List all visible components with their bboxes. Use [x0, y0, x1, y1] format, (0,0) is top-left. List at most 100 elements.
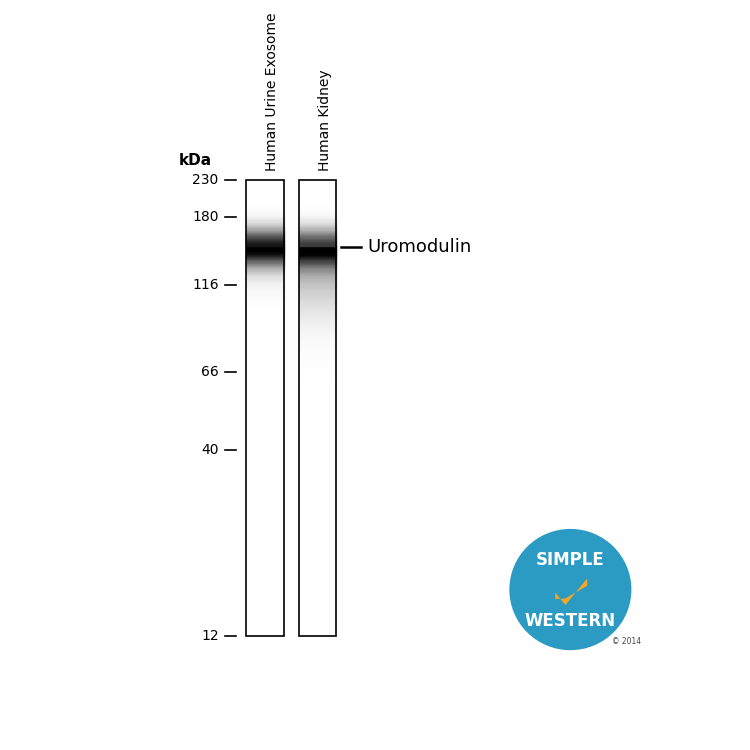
Bar — [298, 302, 337, 303]
Bar — [298, 387, 337, 388]
Bar — [298, 614, 337, 615]
Bar — [246, 386, 284, 387]
Bar — [298, 582, 337, 584]
Bar — [298, 378, 337, 379]
Bar — [298, 523, 337, 524]
Bar — [298, 577, 337, 578]
Bar — [246, 312, 284, 313]
Bar — [298, 284, 337, 286]
Bar — [246, 286, 284, 288]
Bar — [246, 579, 284, 580]
Bar — [298, 347, 337, 348]
Bar — [298, 482, 337, 483]
Bar — [246, 634, 284, 636]
Bar — [246, 577, 284, 578]
Bar — [246, 302, 284, 303]
Bar — [246, 510, 284, 512]
Bar — [246, 290, 284, 291]
Bar — [246, 403, 284, 404]
Bar — [246, 396, 284, 398]
Bar — [298, 222, 337, 223]
Bar — [246, 190, 284, 191]
Bar — [246, 416, 284, 417]
Bar — [298, 324, 337, 326]
Bar — [246, 206, 284, 207]
Bar — [246, 485, 284, 486]
Bar — [246, 214, 284, 216]
Bar — [298, 483, 337, 484]
Bar — [298, 555, 337, 556]
Bar — [298, 524, 337, 525]
Bar — [246, 522, 284, 523]
Bar — [298, 205, 337, 206]
Bar — [246, 599, 284, 601]
Bar — [246, 571, 284, 572]
Bar — [298, 500, 337, 501]
Bar — [298, 543, 337, 544]
Bar — [246, 458, 284, 459]
Bar — [298, 578, 337, 579]
Bar — [298, 223, 337, 224]
Bar — [246, 264, 284, 265]
Bar — [298, 400, 337, 402]
PathPatch shape — [555, 578, 587, 605]
Bar — [246, 446, 284, 448]
Bar — [246, 624, 284, 626]
Bar — [246, 186, 284, 188]
Bar — [298, 192, 337, 194]
Bar — [298, 499, 337, 500]
Bar — [298, 304, 337, 305]
Bar — [298, 630, 337, 632]
Bar — [298, 392, 337, 393]
Bar — [246, 210, 284, 212]
Bar — [246, 289, 284, 290]
Bar — [246, 192, 284, 194]
Bar — [298, 566, 337, 567]
Bar — [298, 453, 337, 454]
Bar — [246, 436, 284, 437]
Bar — [298, 629, 337, 630]
Bar — [298, 503, 337, 505]
Bar — [246, 196, 284, 198]
Bar — [298, 338, 337, 339]
Bar — [298, 198, 337, 199]
Bar — [246, 222, 284, 223]
Bar — [298, 179, 337, 181]
Bar — [246, 315, 284, 316]
Bar — [298, 542, 337, 543]
Bar — [246, 255, 284, 256]
Bar — [298, 191, 337, 192]
Bar — [246, 275, 284, 277]
Bar — [298, 420, 337, 422]
Bar — [246, 306, 284, 308]
Bar — [246, 317, 284, 319]
Bar — [246, 262, 284, 264]
Bar — [298, 606, 337, 608]
Bar — [246, 303, 284, 304]
Text: 116: 116 — [192, 278, 219, 292]
Bar — [246, 483, 284, 484]
Bar — [298, 322, 337, 323]
Bar — [298, 364, 337, 365]
Bar — [246, 415, 284, 416]
Bar — [298, 476, 337, 477]
Bar — [246, 491, 284, 492]
Bar — [298, 494, 337, 496]
Bar — [298, 506, 337, 507]
Bar — [298, 182, 337, 183]
Bar — [246, 378, 284, 379]
Bar — [246, 548, 284, 549]
Text: 12: 12 — [201, 628, 219, 643]
Bar — [246, 339, 284, 340]
Bar — [298, 458, 337, 459]
Bar — [298, 417, 337, 418]
Bar — [298, 326, 337, 327]
Bar — [246, 299, 284, 301]
Bar — [246, 273, 284, 274]
Bar — [246, 590, 284, 591]
Bar — [246, 529, 284, 530]
Bar — [298, 475, 337, 476]
Bar — [298, 179, 337, 636]
Bar — [246, 523, 284, 524]
Bar — [298, 599, 337, 601]
